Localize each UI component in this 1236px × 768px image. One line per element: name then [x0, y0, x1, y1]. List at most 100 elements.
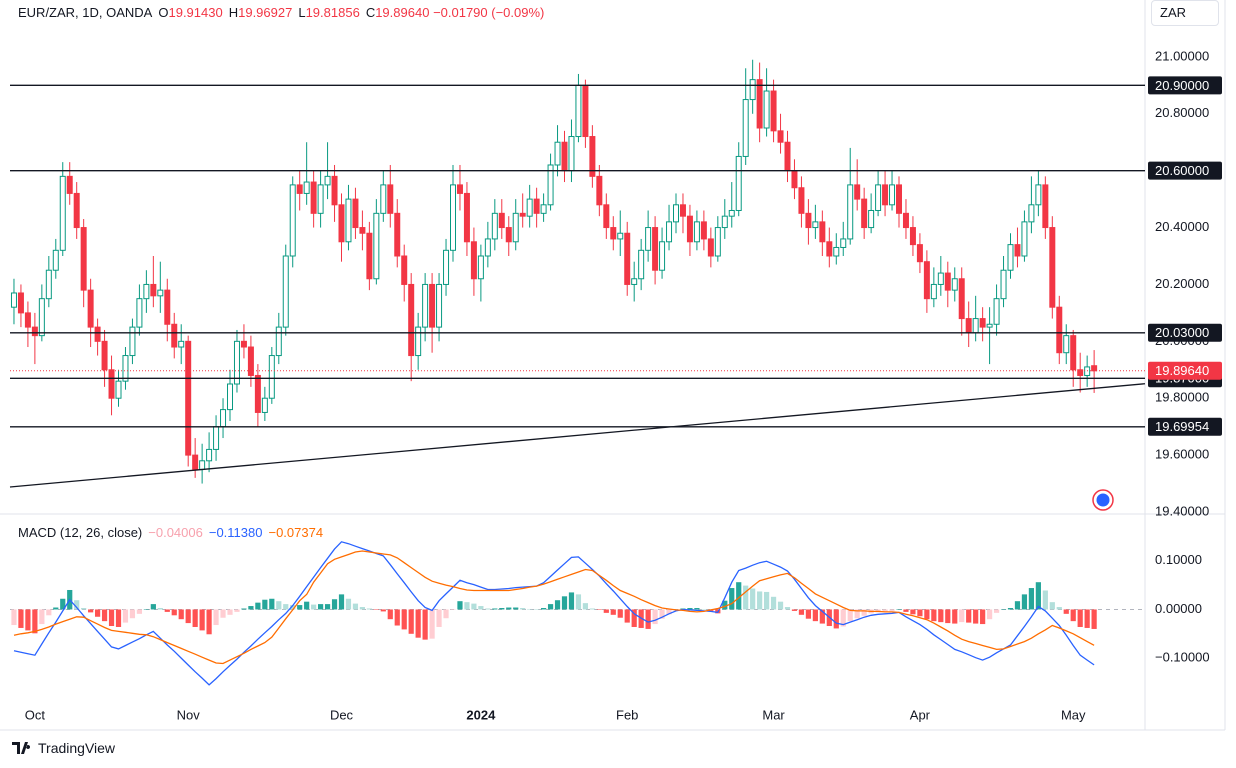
candle-body — [1035, 184, 1042, 206]
last-price-label: 19.89640 — [1155, 363, 1209, 378]
macd-histogram-bar — [352, 603, 359, 610]
candle-body — [352, 198, 359, 229]
level-label: 20.90000 — [1155, 78, 1209, 93]
candle-body — [617, 232, 624, 240]
macd-histogram-bar — [436, 609, 442, 627]
macd-histogram-bar — [1014, 601, 1021, 610]
x-tick-label: Nov — [177, 707, 201, 722]
macd-histogram-bar — [401, 609, 407, 630]
candle-body — [477, 255, 484, 280]
macd-histogram-bar — [450, 609, 456, 610]
candle-body — [526, 198, 533, 217]
candle-body — [436, 283, 443, 328]
macd-histogram-bar — [945, 609, 951, 624]
candle-body — [220, 409, 227, 428]
candle-body — [401, 255, 408, 285]
y-tick-label: 19.60000 — [1155, 447, 1209, 462]
macd-histogram-bar — [108, 609, 115, 627]
macd-histogram-bar — [234, 609, 240, 612]
macd-histogram-bar — [185, 609, 191, 624]
x-tick-label: May — [1061, 707, 1086, 722]
macd-histogram-bar — [805, 609, 812, 619]
macd-histogram-bar — [624, 609, 630, 623]
macd-histogram-bar — [861, 609, 867, 616]
macd-histogram-bar — [317, 604, 324, 610]
candle-body — [742, 99, 749, 157]
candle-body — [923, 261, 930, 300]
candle-body — [80, 227, 87, 291]
candle-body — [192, 454, 199, 470]
macd-histogram-bar — [1007, 608, 1014, 610]
macd-histogram-bar — [520, 608, 526, 610]
candle-body — [575, 84, 582, 138]
field-key: C — [365, 5, 376, 20]
macd-histogram-bar — [1021, 594, 1028, 610]
macd-histogram-bar — [60, 598, 66, 610]
field-key: L — [298, 5, 306, 20]
macd-histogram-bar — [854, 609, 860, 619]
currency-button[interactable]: ZAR — [1151, 0, 1219, 26]
candle-body — [714, 227, 721, 257]
candle-body — [728, 209, 735, 217]
candle-body — [554, 141, 561, 166]
macd-histogram-bar — [1070, 609, 1076, 622]
candle-body — [52, 249, 59, 271]
candle-body — [882, 184, 889, 206]
candle-body — [673, 204, 680, 223]
macd-histogram-bar — [1091, 609, 1097, 629]
candle-body — [268, 355, 275, 399]
macd-histogram-bar — [1084, 609, 1090, 628]
macd-histogram-bar — [171, 609, 177, 616]
macd-histogram-bar — [283, 604, 289, 610]
candle-body — [387, 184, 394, 214]
macd-histogram-bar — [485, 608, 491, 610]
macd-histogram-bar — [924, 609, 930, 620]
macd-histogram-bar — [610, 609, 616, 615]
candle-body — [944, 272, 951, 291]
candle-body — [965, 318, 972, 334]
macd-histogram-bar — [777, 601, 784, 610]
candle-body — [519, 212, 526, 217]
level-label: 20.60000 — [1155, 163, 1209, 178]
candle-body — [247, 346, 254, 376]
candle-body — [24, 312, 31, 328]
macd-histogram-bar — [129, 609, 136, 619]
candle-body — [282, 255, 289, 328]
candle-body — [582, 84, 589, 138]
candle-body — [324, 175, 331, 186]
macd-histogram-bar — [1042, 590, 1048, 610]
macd-histogram-bar — [1056, 607, 1062, 610]
candle-body — [456, 184, 463, 194]
candle-body — [463, 192, 470, 243]
macd-histogram-bar — [11, 609, 17, 626]
candle-body — [73, 192, 80, 229]
candle-body — [652, 227, 659, 271]
macd-histogram-bar — [415, 609, 421, 638]
candle-body — [1049, 227, 1056, 308]
candle-body — [373, 212, 380, 280]
y-tick-label: 19.80000 — [1155, 390, 1209, 405]
candle-body — [227, 383, 234, 411]
macd-histogram-bar — [74, 600, 80, 610]
quote-header: EUR/ZAR, 1D, OANDA O19.91430 H19.96927 L19.… — [18, 5, 544, 20]
macd-histogram-bar — [101, 609, 108, 622]
candle-body — [108, 369, 115, 399]
macd-histogram-bar — [812, 609, 818, 622]
candle-body — [199, 460, 206, 470]
candle-body — [986, 323, 993, 328]
candle-body — [136, 298, 143, 328]
candle-body — [596, 175, 603, 206]
macd-histogram-bar — [297, 605, 303, 610]
clock-icon[interactable] — [1092, 489, 1114, 511]
macd-histogram-bar — [931, 609, 937, 622]
x-tick-label: Oct — [25, 707, 46, 722]
y-tick-label: 20.20000 — [1155, 276, 1209, 291]
candle-body — [422, 283, 429, 328]
field-value: 19.81856 — [305, 5, 360, 20]
macd-histogram-bar — [736, 582, 742, 610]
candle-body — [178, 340, 185, 348]
candle-body — [31, 326, 38, 337]
macd-histogram-bar — [833, 609, 839, 629]
clock-face[interactable] — [1096, 493, 1110, 507]
candle-body — [826, 241, 833, 257]
